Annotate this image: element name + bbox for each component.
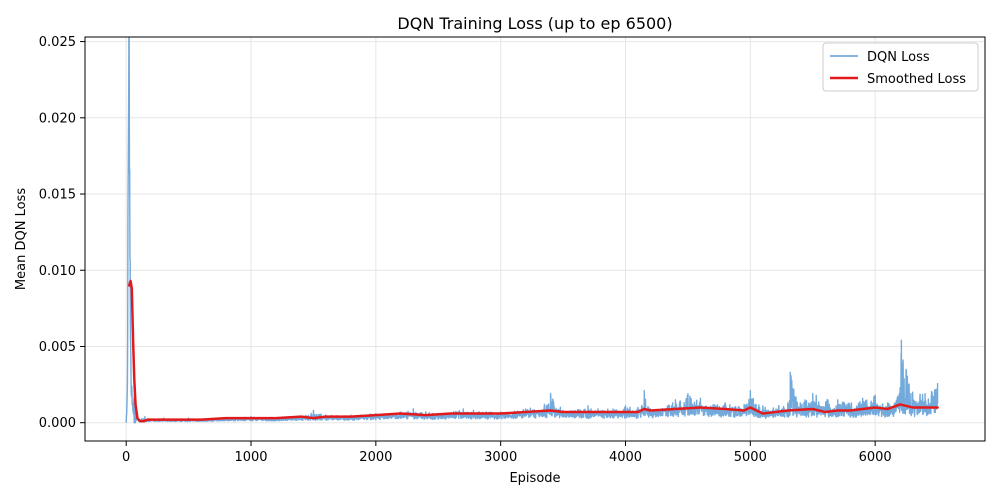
x-tick-label: 4000 — [609, 450, 642, 465]
grid — [85, 37, 985, 441]
y-tick-label: 0.015 — [39, 188, 76, 203]
x-tick-label: 3000 — [484, 450, 517, 465]
legend: DQN Loss Smoothed Loss — [822, 42, 979, 92]
x-axis: 0 1000 2000 3000 4000 5000 6000 — [122, 441, 892, 465]
y-tick-label: 0.025 — [39, 35, 76, 50]
x-axis-label: Episode — [509, 471, 560, 486]
x-tick-label: 2000 — [359, 450, 392, 465]
y-axis: 0.000 0.005 0.010 0.015 0.020 0.025 — [39, 35, 85, 431]
x-tick-label: 1000 — [234, 450, 267, 465]
y-tick-label: 0.005 — [39, 340, 76, 355]
y-tick-label: 0.010 — [39, 264, 76, 279]
chart-title: DQN Training Loss (up to ep 6500) — [397, 14, 672, 33]
series-layer — [125, 37, 939, 424]
y-tick-label: 0.020 — [39, 111, 76, 126]
x-tick-label: 5000 — [734, 450, 767, 465]
y-axis-label: Mean DQN Loss — [14, 188, 29, 290]
legend-smoothed-loss-label: Smoothed Loss — [867, 72, 966, 87]
y-tick-label: 0.000 — [39, 416, 76, 431]
x-tick-label: 6000 — [859, 450, 892, 465]
legend-dqn-loss-label: DQN Loss — [867, 50, 930, 65]
x-tick-label: 0 — [122, 450, 130, 465]
series-smoothed-loss-line — [128, 279, 939, 423]
plot-frame — [84, 36, 986, 442]
legend-box — [822, 42, 979, 92]
